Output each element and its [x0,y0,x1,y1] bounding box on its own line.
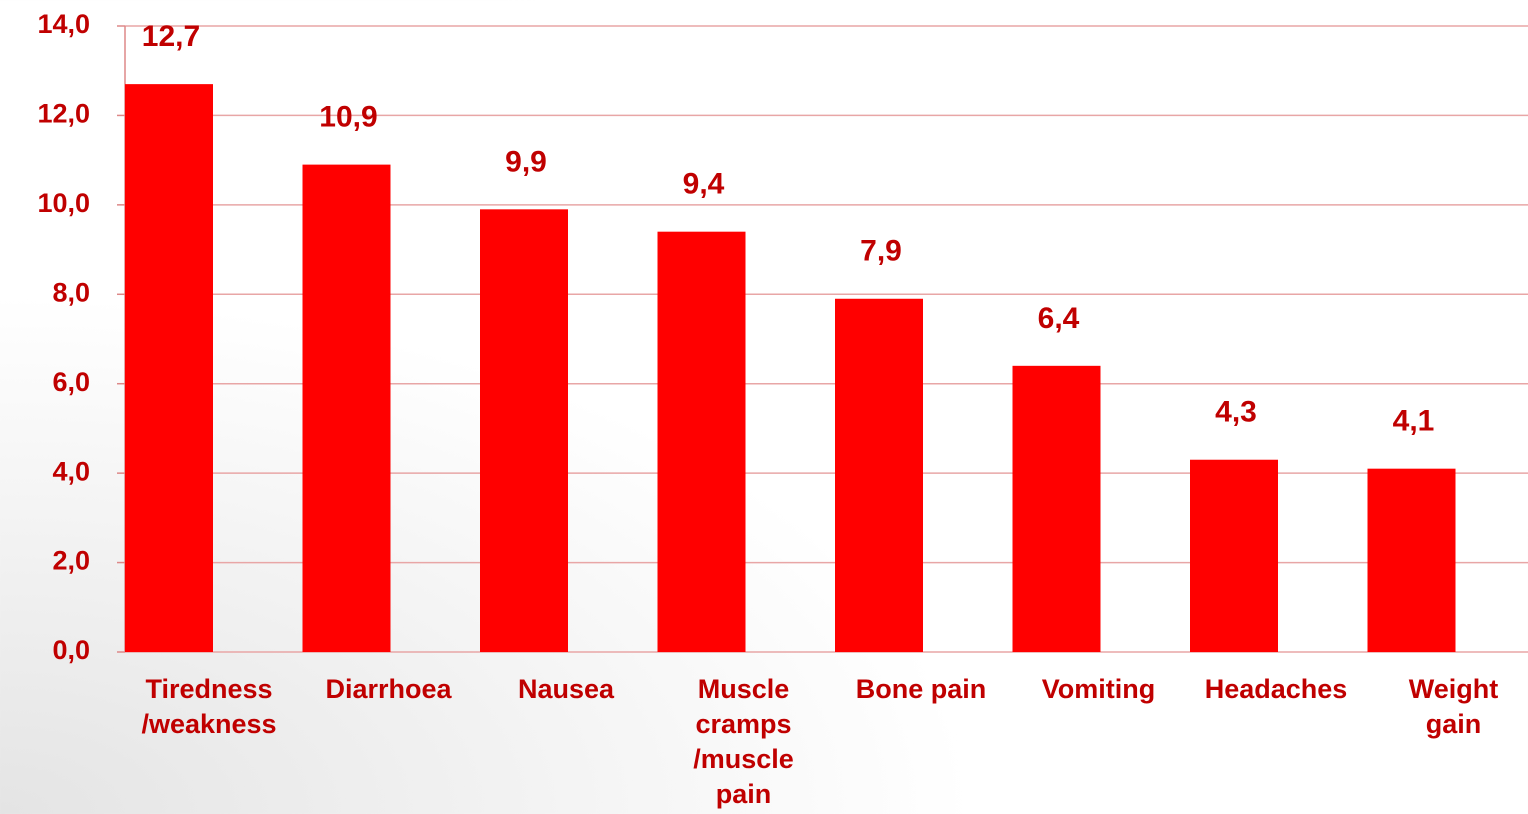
y-tick-label: 8,0 [52,277,90,307]
x-tick-label: Diarrhoea [325,674,452,704]
y-tick-label: 2,0 [52,546,90,576]
y-tick-label: 6,0 [52,367,90,397]
data-label: 4,1 [1393,405,1435,438]
x-tick-label: Headaches [1204,674,1348,704]
x-tick-label: Vomiting [1041,674,1156,704]
x-tick-label: Weight gain [1408,674,1499,739]
bar [1367,468,1456,652]
data-label: 9,4 [683,168,725,201]
x-tick-label: Nausea [517,674,615,704]
y-tick-label: 12,0 [37,99,90,129]
bar [1190,459,1278,652]
data-label: 10,9 [319,101,377,134]
data-label: 4,3 [1215,396,1257,429]
x-tick-label: Muscle cramps /muscle pain [693,674,794,809]
bar [1012,365,1101,652]
x-tick-label: Bone pain [855,674,987,704]
bar [480,209,568,653]
bar [302,164,391,652]
x-tick-label: Tiredness /weakness [141,674,277,739]
data-label: 9,9 [505,145,547,178]
data-label: 12,7 [142,20,200,53]
bar [125,84,213,653]
bar [835,298,923,652]
y-tick-label: 14,0 [37,9,90,39]
data-label: 6,4 [1038,302,1080,335]
y-tick-label: 4,0 [52,456,90,486]
data-label: 7,9 [860,235,902,268]
y-tick-label: 0,0 [52,635,90,665]
y-tick-label: 10,0 [37,188,90,218]
bar [657,231,746,652]
